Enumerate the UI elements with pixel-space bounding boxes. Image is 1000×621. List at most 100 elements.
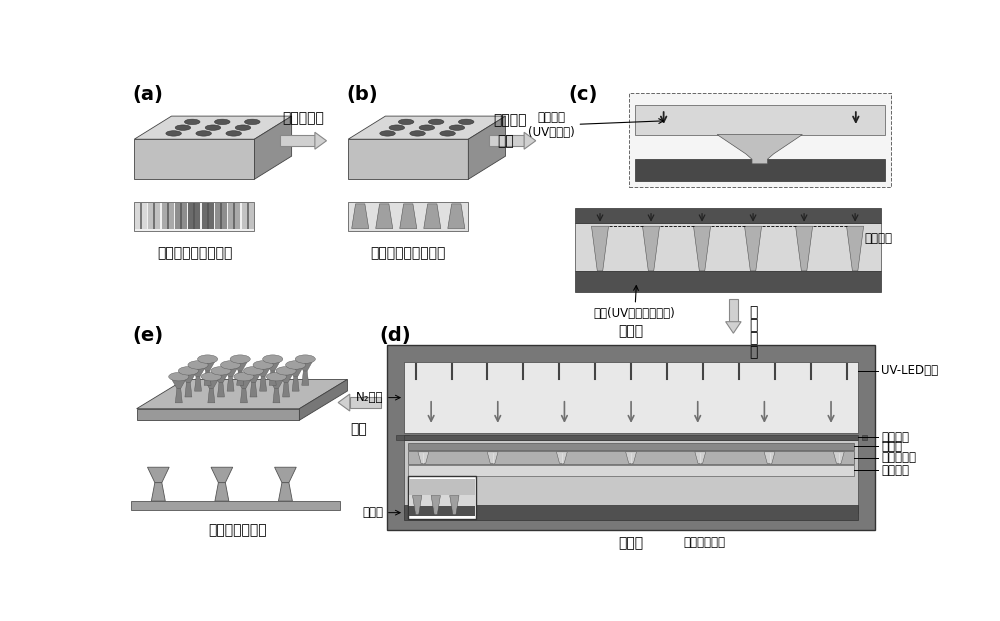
Ellipse shape [188, 361, 208, 369]
Polygon shape [137, 379, 347, 409]
Ellipse shape [428, 119, 444, 125]
Ellipse shape [211, 366, 231, 375]
Bar [574, 223, 881, 271]
Bar [574, 271, 881, 292]
Polygon shape [695, 452, 706, 463]
Polygon shape [199, 359, 216, 371]
Text: (c): (c) [568, 84, 598, 104]
Bar [215, 203, 227, 229]
Bar [193, 203, 195, 229]
Text: 上腔室: 上腔室 [619, 325, 644, 338]
Bar [228, 203, 240, 229]
Bar [131, 501, 340, 510]
Ellipse shape [234, 373, 254, 381]
Polygon shape [217, 383, 224, 397]
Text: 电化学修型: 电化学修型 [282, 111, 324, 125]
Polygon shape [211, 467, 233, 483]
Bar [408, 443, 854, 450]
Bar [188, 203, 200, 229]
Ellipse shape [205, 125, 221, 130]
Polygon shape [215, 483, 229, 501]
Polygon shape [147, 467, 169, 483]
Text: 印: 印 [749, 319, 757, 332]
Polygon shape [524, 132, 536, 149]
Polygon shape [764, 452, 775, 463]
Bar [140, 203, 142, 229]
Bar [207, 203, 209, 229]
Polygon shape [424, 204, 441, 229]
Bar [233, 203, 235, 229]
Polygon shape [418, 452, 429, 463]
Text: 脱模: 脱模 [351, 422, 367, 436]
Polygon shape [448, 204, 465, 229]
Bar [409, 479, 475, 496]
Bar [242, 203, 254, 229]
Bar [489, 135, 524, 146]
Bar [408, 451, 854, 464]
Ellipse shape [243, 366, 264, 375]
Ellipse shape [276, 366, 296, 375]
Ellipse shape [380, 131, 395, 136]
Polygon shape [431, 496, 440, 515]
Bar [247, 203, 249, 229]
Polygon shape [137, 409, 299, 420]
Polygon shape [204, 371, 211, 385]
Bar [180, 203, 182, 229]
Polygon shape [232, 359, 249, 371]
Text: 密封隔膜: 密封隔膜 [881, 431, 909, 443]
Polygon shape [694, 226, 711, 271]
Polygon shape [227, 377, 234, 391]
Text: 仿生黏附微结构: 仿生黏附微结构 [208, 524, 267, 537]
Bar [635, 159, 885, 181]
Bar [408, 476, 476, 519]
Polygon shape [283, 383, 290, 397]
Bar [574, 208, 881, 223]
Bar [409, 503, 475, 515]
Bar [396, 435, 409, 440]
Polygon shape [278, 371, 295, 383]
Polygon shape [237, 371, 244, 385]
Polygon shape [287, 365, 304, 377]
Polygon shape [796, 226, 813, 271]
Bar [135, 203, 147, 229]
Polygon shape [189, 365, 207, 377]
Polygon shape [726, 322, 741, 333]
Bar [408, 465, 854, 476]
Polygon shape [348, 116, 506, 139]
Polygon shape [299, 379, 347, 420]
Bar [635, 106, 885, 135]
Polygon shape [745, 226, 762, 271]
Bar [729, 299, 738, 322]
Text: 加热固化模块: 加热固化模块 [683, 536, 725, 549]
Ellipse shape [440, 131, 455, 136]
Bar [175, 203, 187, 229]
Text: (e): (e) [133, 325, 164, 345]
Ellipse shape [410, 131, 425, 136]
Polygon shape [170, 377, 187, 389]
Ellipse shape [184, 119, 200, 125]
Polygon shape [185, 383, 192, 397]
Ellipse shape [286, 361, 306, 369]
Text: 塑: 塑 [749, 345, 757, 359]
Ellipse shape [175, 125, 191, 130]
Ellipse shape [220, 361, 241, 369]
Polygon shape [591, 226, 609, 271]
Text: 弹性衬垫: 弹性衬垫 [881, 464, 909, 477]
Bar [153, 203, 155, 229]
Text: 合模: 合模 [497, 134, 514, 148]
Ellipse shape [266, 373, 287, 381]
Ellipse shape [419, 125, 435, 130]
Polygon shape [208, 389, 215, 403]
Text: 磁体(UV：上表面镜面): 磁体(UV：上表面镜面) [594, 286, 676, 320]
Ellipse shape [235, 125, 251, 130]
Polygon shape [847, 226, 864, 271]
Polygon shape [134, 116, 292, 139]
Ellipse shape [178, 366, 198, 375]
Polygon shape [450, 496, 459, 515]
Polygon shape [195, 377, 201, 391]
Polygon shape [260, 377, 267, 391]
Polygon shape [275, 467, 296, 483]
Polygon shape [250, 383, 257, 397]
Polygon shape [626, 452, 637, 463]
Polygon shape [273, 389, 280, 403]
